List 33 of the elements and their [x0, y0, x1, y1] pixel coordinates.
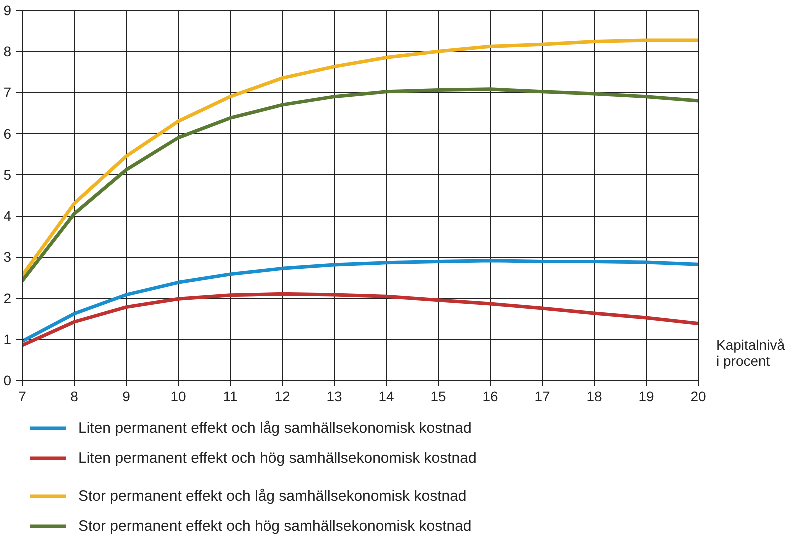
y-tick-label: 7	[4, 84, 12, 101]
x-tick-label: 9	[122, 388, 131, 404]
legend-label: Stor permanent effekt och låg samhällsekonomisk kostnad	[78, 488, 467, 505]
y-tick-label: 6	[4, 126, 12, 142]
x-tick-label: 11	[223, 388, 238, 404]
line-series	[22, 38, 698, 278]
x-tick-label: 20	[690, 388, 706, 404]
x-tick-label: 17	[534, 388, 550, 404]
legend-label: Stor permanent effekt och hög samhällsekonomisk kostnad	[78, 518, 472, 535]
y-tick-label: 4	[4, 208, 12, 224]
y-tick-label: 1	[4, 331, 12, 348]
x-tick-label: 18	[586, 388, 602, 404]
x-tick-label: 10	[170, 388, 186, 404]
line-series	[22, 292, 698, 348]
x-tick-label: 13	[326, 388, 342, 404]
legend-label: Liten permanent effekt och hög samhällsekonomisk kostnad	[78, 450, 477, 467]
y-tick-label: 9	[4, 2, 12, 18]
x-tick-label: 8	[70, 388, 79, 404]
y-tick-label: 5	[4, 166, 12, 183]
y-tick-label: 3	[4, 249, 12, 266]
x-tick-label: 15	[430, 388, 446, 404]
line-series	[22, 259, 698, 344]
y-tick-label: 0	[4, 372, 12, 388]
x-tick-label: 12	[274, 388, 290, 404]
x-tick-label: 19	[638, 388, 654, 404]
y-tick-label: 2	[4, 290, 12, 306]
x-axis-title: Kapitalnivå i procent	[716, 336, 786, 369]
line-series	[22, 88, 698, 283]
x-tick-label: 14	[378, 388, 394, 404]
y-tick-label: 8	[4, 44, 12, 60]
legend-label: Liten permanent effekt och låg samhällsekonomisk kostnad	[78, 420, 472, 437]
x-tick-label: 7	[18, 388, 27, 404]
x-tick-label: 16	[482, 388, 498, 404]
